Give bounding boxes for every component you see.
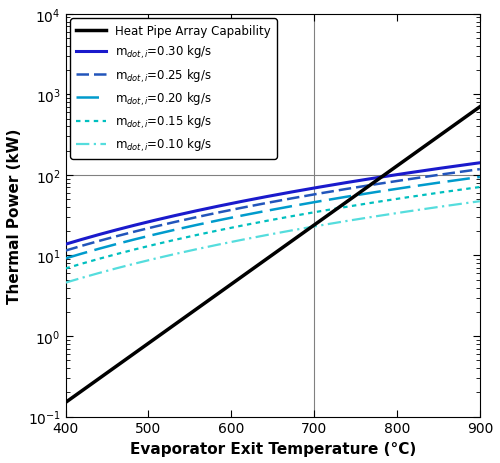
X-axis label: Evaporator Exit Temperature (°C): Evaporator Exit Temperature (°C)	[130, 441, 416, 456]
Y-axis label: Thermal Power (kW): Thermal Power (kW)	[7, 128, 22, 303]
Legend: Heat Pipe Array Capability, $\mathregular{m}_{dot,i}$=0.30 kg/s, $\mathregular{m: Heat Pipe Array Capability, $\mathregula…	[70, 19, 277, 159]
